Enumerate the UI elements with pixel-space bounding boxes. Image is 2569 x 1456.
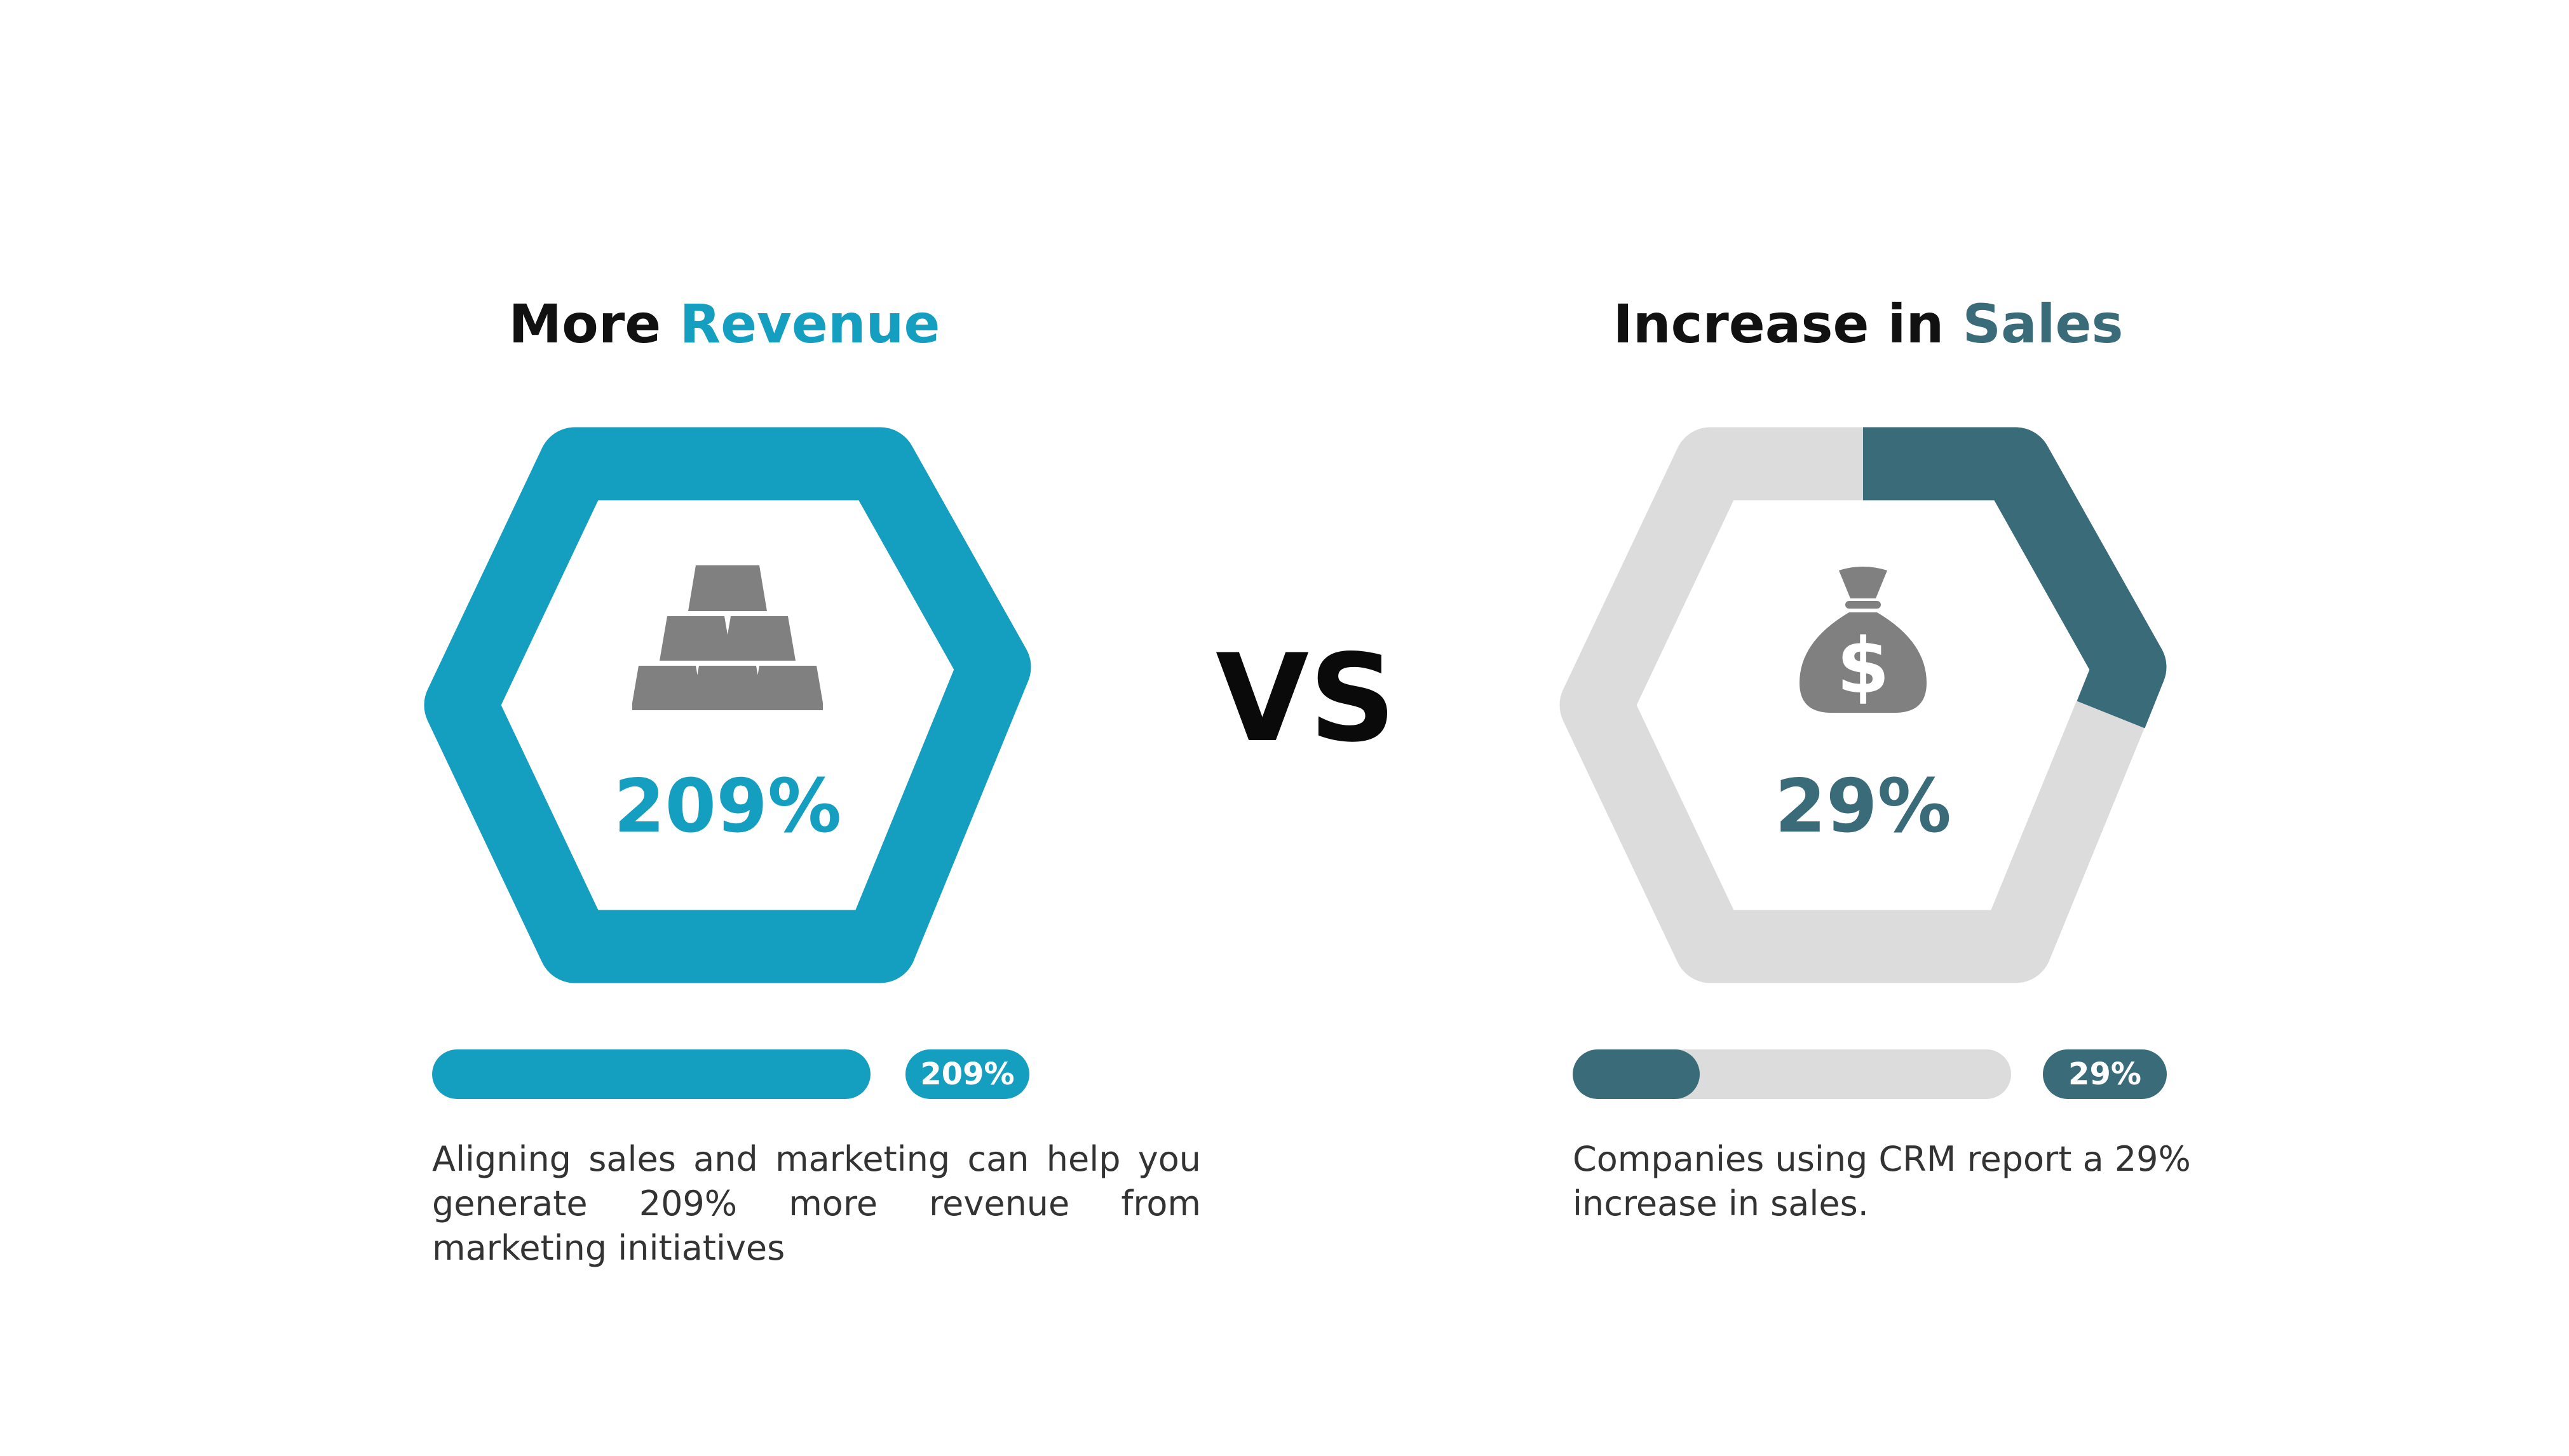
sales-description: Companies using CRM report a 29% increas… — [1573, 1139, 2191, 1223]
revenue-percent: 209% — [613, 764, 842, 849]
sales-progress-bar — [1573, 1049, 2011, 1099]
sales-title-accent: Sales — [1962, 293, 2124, 355]
vs-label: VS — [1216, 628, 1396, 769]
sales-percent: 29% — [1775, 764, 1951, 849]
revenue-title: More Revenue — [432, 289, 1017, 359]
revenue-hexagon-gauge: 209% — [423, 426, 1033, 985]
revenue-title-accent: Revenue — [679, 293, 940, 355]
sales-progress-fill — [1573, 1049, 1700, 1099]
sales-title-prefix: Increase in — [1613, 293, 1963, 355]
revenue-description: Aligning sales and marketing can help yo… — [432, 1139, 1201, 1268]
sales-title: Increase in Sales — [1550, 289, 2186, 359]
sales-hexagon-ring — [1559, 427, 2167, 983]
money-bag-icon: $ — [1768, 565, 1958, 718]
revenue-badge: 209% — [905, 1049, 1029, 1099]
revenue-title-prefix: More — [508, 293, 680, 355]
revenue-progress-bar — [432, 1049, 871, 1099]
revenue-progress-fill — [432, 1049, 871, 1099]
svg-text:$: $ — [1836, 623, 1890, 711]
gold-bars-icon — [632, 565, 823, 718]
sales-badge: 29% — [2043, 1049, 2167, 1099]
revenue-hexagon-ring — [424, 427, 1031, 983]
sales-hexagon-gauge: $ 29% — [1558, 426, 2168, 985]
